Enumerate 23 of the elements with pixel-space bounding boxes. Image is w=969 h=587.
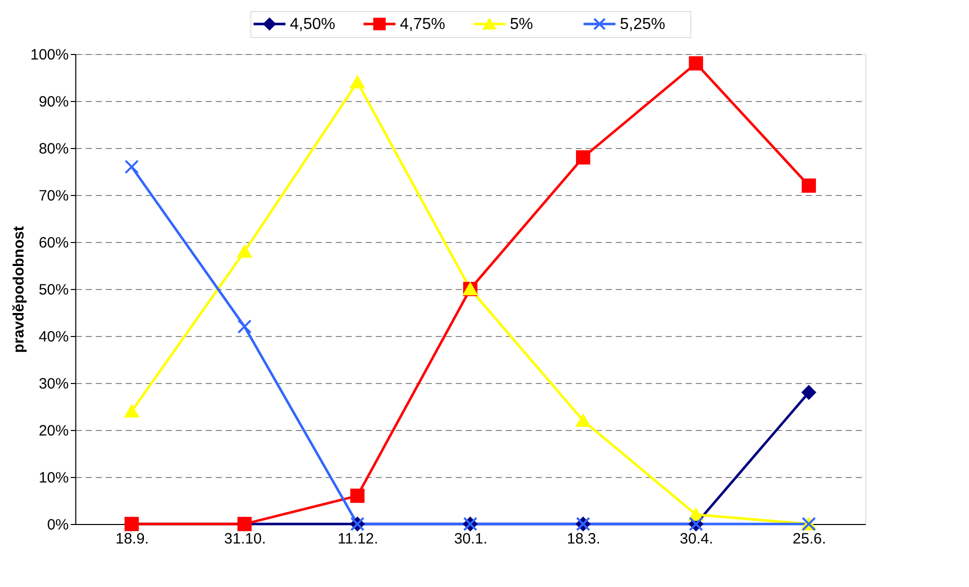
x-tick-label: 18.3. [566, 530, 600, 548]
y-tick-label: 70% [38, 188, 69, 204]
x-tick-label: 30.1. [454, 530, 488, 548]
y-tick-label: 60% [38, 234, 69, 252]
x-tick-label: 30.4. [680, 530, 714, 548]
y-tick-label: 30% [38, 376, 69, 392]
legend-label: 5,25% [620, 16, 666, 33]
x-tick-label: 31.10. [224, 530, 266, 548]
y-tick-label: 50% [38, 282, 69, 298]
legend-label: 5% [510, 16, 533, 33]
legend-label: 4,75% [400, 16, 446, 33]
y-tick-label: 40% [38, 328, 69, 346]
x-tick-label: 25.6. [792, 530, 826, 548]
x-tick-label: 11.12. [338, 530, 378, 548]
y-axis-title: pravděpodobnost [10, 226, 28, 353]
legend-label: 4,50% [290, 16, 336, 33]
y-tick-label: 100% [30, 46, 69, 64]
y-tick-label: 90% [38, 94, 69, 110]
y-tick-label: 10% [38, 470, 69, 486]
y-tick-label: 80% [38, 140, 69, 158]
y-tick-label: 0% [47, 516, 69, 534]
y-tick-label: 20% [38, 422, 69, 440]
x-tick-label: 18.9. [115, 530, 149, 548]
